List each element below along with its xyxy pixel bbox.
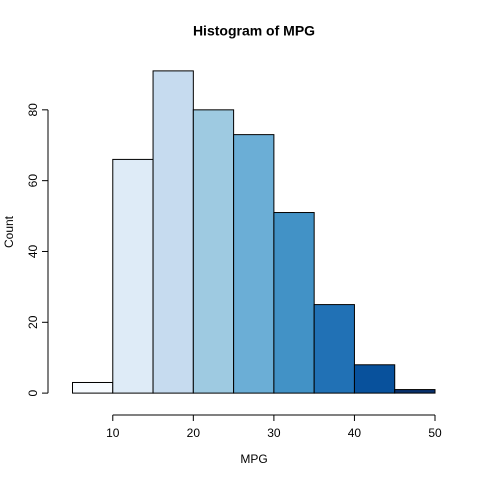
x-tick-label: 30	[267, 426, 281, 440]
y-tick-label: 0	[26, 389, 40, 396]
x-axis-label: MPG	[240, 452, 267, 466]
bar	[72, 381, 114, 394]
bar	[233, 134, 275, 394]
y-tick-label: 40	[26, 244, 40, 258]
x-tick-label: 20	[187, 426, 201, 440]
bar	[394, 389, 436, 394]
y-tick-label: 80	[26, 103, 40, 117]
bar	[353, 364, 396, 394]
bar	[273, 212, 315, 394]
bar	[313, 304, 355, 394]
y-tick-label: 60	[26, 174, 40, 188]
bar	[192, 109, 235, 394]
x-tick-label: 40	[348, 426, 362, 440]
bar	[152, 70, 194, 394]
x-tick-label: 10	[106, 426, 120, 440]
y-tick-label: 20	[26, 315, 40, 329]
y-axis-label: Count	[2, 215, 16, 248]
bar	[112, 158, 154, 394]
chart-title: Histogram of MPG	[193, 23, 315, 39]
x-tick-label: 50	[428, 426, 442, 440]
